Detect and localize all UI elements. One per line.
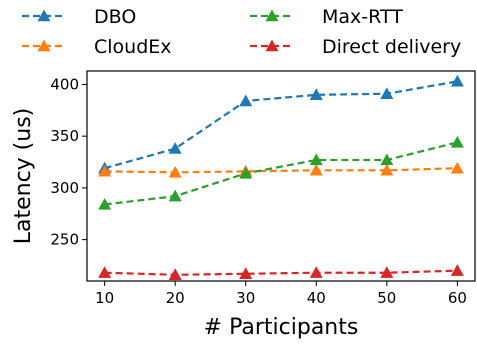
legend-item: DBO <box>22 6 136 28</box>
data-point-marker <box>380 266 394 278</box>
data-point-marker <box>98 197 112 210</box>
data-point-marker <box>450 74 464 87</box>
y-tick-label: 300 <box>50 179 79 197</box>
series-dbo <box>98 74 464 174</box>
legend-label: Direct delivery <box>322 36 461 58</box>
data-point-marker <box>380 87 394 99</box>
legend: DBO CloudEx Max-RTT Direct delivery <box>22 6 461 58</box>
x-tick-label: 10 <box>95 289 114 307</box>
series-direct-delivery <box>98 264 464 280</box>
data-point-marker <box>168 189 182 202</box>
legend-marker <box>37 9 51 22</box>
legend-label: Max-RTT <box>322 6 403 28</box>
legend-item: Direct delivery <box>250 36 461 58</box>
series-line <box>104 141 458 206</box>
data-point-marker <box>450 264 464 276</box>
data-point-marker <box>168 268 182 280</box>
data-point-marker <box>380 163 394 176</box>
series-cloudex <box>98 161 464 178</box>
legend-item: CloudEx <box>22 36 172 58</box>
x-axis-label: # Participants <box>204 315 359 340</box>
x-tick-label: 40 <box>307 289 326 307</box>
x-axis: 10 20 30 40 50 60 <box>95 281 467 307</box>
legend-marker <box>265 39 279 52</box>
legend-label: DBO <box>94 6 136 28</box>
series-line <box>104 80 458 170</box>
data-point-marker <box>380 153 394 166</box>
data-point-marker <box>168 142 182 154</box>
x-tick-label: 60 <box>448 289 467 307</box>
legend-marker <box>37 39 51 52</box>
series-max-rtt <box>98 135 464 210</box>
data-point-marker <box>98 266 112 278</box>
data-point-marker <box>309 88 323 100</box>
legend-label: CloudEx <box>94 36 172 58</box>
x-tick-label: 20 <box>166 289 185 307</box>
legend-item: Max-RTT <box>250 6 403 28</box>
data-point-marker <box>168 165 182 178</box>
data-point-marker <box>450 135 464 148</box>
y-tick-label: 250 <box>50 231 79 249</box>
data-point-marker <box>309 153 323 166</box>
series-layer <box>98 74 464 280</box>
plot-frame <box>86 70 476 282</box>
y-axis-label: Latency (us) <box>11 108 36 245</box>
data-point-marker <box>239 267 253 279</box>
series-line <box>104 167 458 174</box>
data-point-marker <box>309 163 323 176</box>
legend-marker <box>265 9 279 22</box>
data-point-marker <box>450 161 464 174</box>
y-tick-label: 350 <box>50 127 79 145</box>
data-point-marker <box>309 266 323 278</box>
data-point-marker <box>98 164 112 177</box>
y-tick-label: 400 <box>50 75 79 93</box>
data-point-marker <box>239 94 253 107</box>
series-line <box>104 269 458 276</box>
y-axis: 250 300 350 400 <box>50 75 87 249</box>
data-point-marker <box>239 166 253 179</box>
x-tick-label: 30 <box>236 289 255 307</box>
x-tick-label: 50 <box>377 289 396 307</box>
